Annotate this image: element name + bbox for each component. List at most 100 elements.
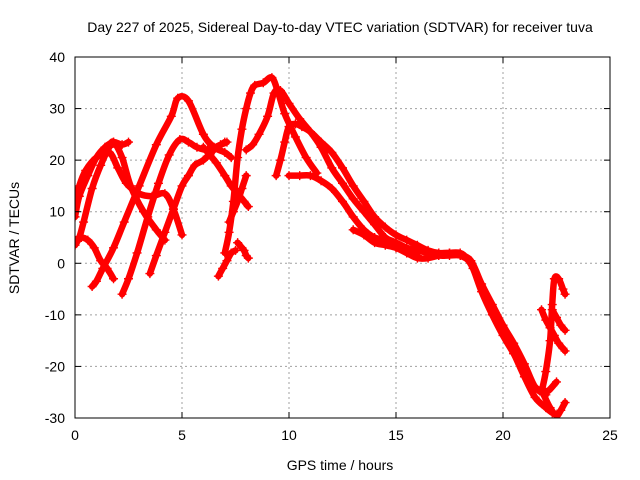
x-tick-label: 5 — [178, 427, 186, 443]
data-point-marker — [295, 171, 305, 181]
data-point-marker — [241, 171, 251, 181]
axes: 0 5 10 15 20 25 -30 -20 -10 0 10 20 30 40 — [45, 49, 618, 443]
data-point-marker — [552, 410, 561, 418]
data-point-marker — [359, 230, 369, 240]
data-point-marker — [412, 253, 422, 263]
data-point-marker — [316, 176, 326, 186]
data-point-marker — [241, 145, 251, 155]
data-point-marker — [209, 145, 219, 155]
data-point-marker — [348, 212, 358, 222]
data-point-marker — [552, 312, 561, 322]
data-point-marker — [556, 320, 566, 330]
y-tick-label: 20 — [49, 152, 65, 168]
data-point-marker — [560, 325, 570, 335]
data-point-marker — [519, 367, 529, 377]
x-tick-label: 10 — [281, 427, 297, 443]
data-point-marker — [124, 274, 133, 284]
data-point-marker — [160, 227, 170, 237]
data-point-marker — [412, 245, 422, 255]
data-point-marker — [327, 163, 337, 173]
data-point-marker — [143, 212, 153, 222]
data-point-marker — [87, 184, 97, 194]
data-point-marker — [359, 196, 369, 206]
data-point-marker — [275, 155, 285, 165]
data-point-marker — [119, 217, 129, 227]
data-point-marker — [560, 289, 570, 299]
y-tick-label: 40 — [49, 49, 65, 65]
data-point-marker — [96, 160, 106, 170]
data-point-marker — [151, 225, 161, 235]
data-point-marker — [83, 171, 93, 181]
data-point-marker — [241, 104, 251, 114]
data-point-marker — [183, 171, 193, 181]
data-point-marker — [297, 122, 307, 132]
data-point-marker — [316, 137, 326, 147]
data-point-marker — [254, 129, 264, 139]
series-group — [75, 73, 570, 418]
data-point-marker — [117, 289, 127, 299]
data-point-marker — [348, 181, 358, 191]
data-point-marker — [423, 253, 433, 263]
data-point-marker — [455, 248, 465, 258]
data-point-marker — [370, 238, 380, 248]
data-point-marker — [117, 153, 127, 163]
data-point-marker — [113, 163, 123, 173]
data-point-marker — [560, 346, 570, 356]
data-point-marker — [554, 274, 564, 284]
data-point-marker — [168, 204, 178, 214]
data-point-marker — [327, 184, 337, 194]
data-point-marker — [83, 235, 93, 245]
plot-frame — [74, 56, 611, 419]
data-point-marker — [117, 140, 127, 150]
data-point-marker — [547, 305, 557, 315]
data-point-marker — [89, 243, 99, 253]
data-point-marker — [348, 225, 358, 235]
data-point-marker — [126, 181, 136, 191]
data-point-marker — [220, 147, 230, 157]
data-point-marker — [290, 119, 300, 129]
data-point-marker — [537, 305, 547, 315]
data-point-marker — [258, 78, 268, 88]
data-point-marker — [91, 153, 101, 163]
data-point-marker — [173, 93, 183, 103]
data-point-marker — [370, 212, 380, 222]
y-axis-label: SDTVAR / TECUs — [6, 182, 22, 294]
data-point-marker — [560, 398, 570, 408]
data-point-marker — [250, 80, 260, 90]
data-point-marker — [509, 349, 519, 359]
data-point-marker — [434, 251, 444, 261]
data-point-marker — [541, 367, 551, 377]
data-point-marker — [530, 382, 540, 392]
plot-area — [75, 73, 570, 418]
data-point-marker — [338, 178, 347, 188]
data-point-marker — [305, 127, 315, 137]
data-point-marker — [132, 248, 142, 258]
data-point-marker — [462, 253, 472, 263]
data-point-marker — [284, 171, 294, 181]
data-point-marker — [477, 287, 487, 297]
x-tick-label: 25 — [602, 427, 618, 443]
data-point-marker — [109, 274, 119, 284]
data-point-marker — [100, 142, 110, 152]
data-point-marker — [222, 256, 232, 266]
x-tick-label: 0 — [71, 427, 79, 443]
data-point-marker — [468, 263, 478, 273]
data-point-marker — [75, 212, 80, 222]
data-point-marker — [177, 181, 187, 191]
data-point-marker — [301, 153, 311, 163]
data-point-marker — [248, 140, 258, 150]
data-point-marker — [218, 263, 228, 273]
data-point-marker — [220, 137, 230, 147]
y-tick-label: 30 — [49, 101, 65, 117]
data-point-marker — [231, 245, 240, 255]
data-point-marker — [151, 140, 161, 150]
data-point-marker — [552, 377, 561, 387]
data-point-marker — [380, 240, 390, 250]
data-point-marker — [233, 153, 243, 163]
data-point-marker — [237, 184, 247, 194]
data-point-marker — [75, 191, 84, 201]
data-point-marker — [338, 196, 347, 206]
data-point-marker — [558, 284, 568, 294]
data-point-marker — [280, 109, 290, 119]
